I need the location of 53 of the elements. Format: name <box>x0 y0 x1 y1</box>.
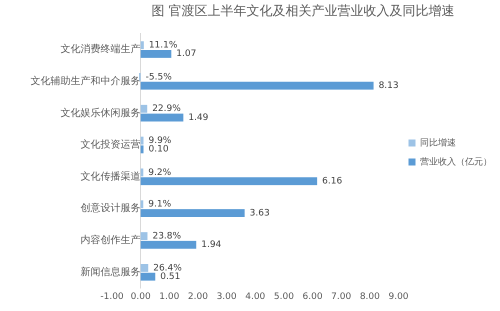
y-tick-label: 文化娱乐休闲服务 <box>60 106 141 119</box>
x-tick-label: -1.00 <box>100 292 124 302</box>
legend-label: 同比增速 <box>420 137 456 148</box>
y-tick-label: 文化消费终端生产 <box>60 43 141 56</box>
bar <box>140 209 245 217</box>
chart-title: 图 官渡区上半年文化及相关产业营业收入及同比增速 <box>151 3 455 20</box>
bar <box>140 82 374 90</box>
x-tick-label: 3.00 <box>216 292 237 302</box>
data-label: 1.07 <box>176 49 196 60</box>
data-label: 0.51 <box>160 272 180 282</box>
bar <box>140 104 148 113</box>
data-label: 1.49 <box>188 112 209 123</box>
x-tick-label: 2.00 <box>188 292 208 302</box>
x-tick-label: 6.00 <box>302 292 323 302</box>
bar <box>140 136 144 145</box>
data-label: 6.16 <box>322 176 342 187</box>
data-label: 26.4% <box>153 263 182 274</box>
data-label: 22.9% <box>152 104 182 114</box>
data-label: 1.94 <box>201 240 222 250</box>
y-tick-label: 新闻信息服务 <box>80 266 141 278</box>
bar <box>140 240 196 249</box>
x-tick-label: 1.00 <box>159 292 180 302</box>
data-label: 11.1% <box>148 40 178 50</box>
data-label: 23.8% <box>152 231 182 242</box>
data-label: 3.63 <box>250 208 270 218</box>
y-tick-label: 文化传播渠道 <box>80 170 141 182</box>
bar <box>140 41 144 50</box>
bar <box>140 114 184 122</box>
bar <box>140 50 172 58</box>
bar <box>140 145 144 154</box>
y-tick-label: 创意设计服务 <box>80 202 141 214</box>
data-label: 9.2% <box>148 168 172 178</box>
data-label: 9.1% <box>148 200 172 210</box>
bar <box>140 168 144 176</box>
data-label: 0.10 <box>148 144 169 155</box>
x-tick-label: 8.00 <box>360 292 380 302</box>
data-label: -5.5% <box>146 72 172 82</box>
data-label: 9.9% <box>148 136 172 146</box>
bar <box>140 272 156 281</box>
bar <box>140 200 144 208</box>
x-tick-label: 0.00 <box>130 292 151 302</box>
legend-label: 营业收入（亿元） <box>420 156 492 168</box>
x-tick-label: 4.00 <box>245 292 266 302</box>
bar <box>140 264 148 272</box>
bar <box>140 232 148 240</box>
x-tick-label: 7.00 <box>331 292 352 302</box>
y-tick-label: 文化辅助生产和中介服务 <box>30 74 141 87</box>
data-label: 8.13 <box>378 81 399 92</box>
x-tick-label: 9.00 <box>388 292 409 302</box>
y-tick-label: 内容创作生产 <box>80 234 141 246</box>
y-tick-label: 文化投资运营 <box>80 138 141 151</box>
bar <box>140 177 318 186</box>
x-tick-label: 5.00 <box>274 292 294 302</box>
